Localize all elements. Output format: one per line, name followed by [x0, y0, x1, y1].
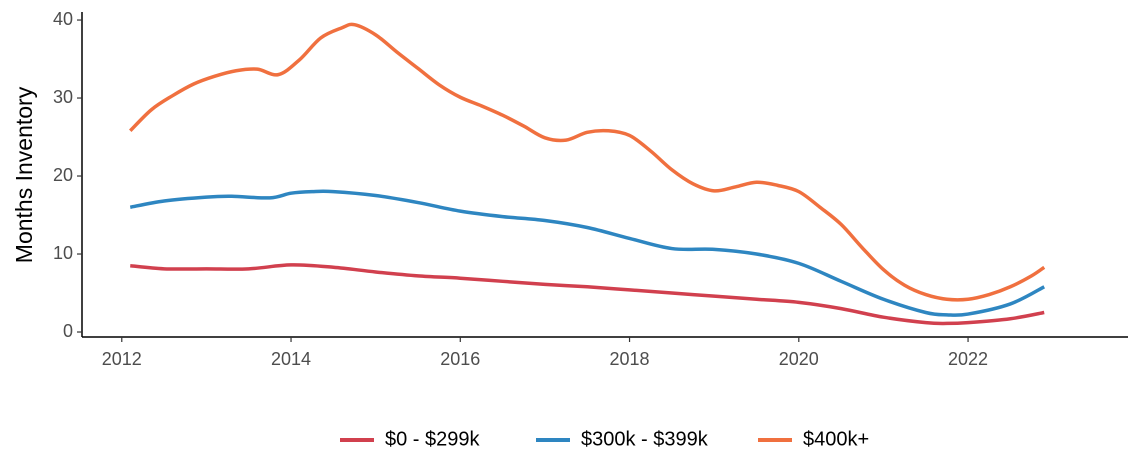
series-line: [129, 189, 1046, 317]
x-tick-label: 2012: [102, 349, 142, 369]
series-line: [128, 22, 1046, 302]
series-line: [130, 263, 1045, 326]
y-tick-label: 40: [53, 9, 73, 29]
y-tick-label: 0: [63, 321, 73, 341]
y-tick-label: 30: [53, 87, 73, 107]
x-tick-label: 2020: [779, 349, 819, 369]
y-axis-title: Months Inventory: [11, 86, 37, 263]
y-tick-label: 10: [53, 243, 73, 263]
legend-label: $300k - $399k: [581, 428, 709, 450]
x-tick-label: 2018: [610, 349, 650, 369]
x-tick-label: 2016: [440, 349, 480, 369]
x-tick-label: 2014: [271, 349, 311, 369]
x-tick-label: 2022: [948, 349, 988, 369]
y-tick-label: 20: [53, 165, 73, 185]
legend-label: $400k+: [803, 428, 869, 450]
legend-label: $0 - $299k: [385, 428, 481, 450]
